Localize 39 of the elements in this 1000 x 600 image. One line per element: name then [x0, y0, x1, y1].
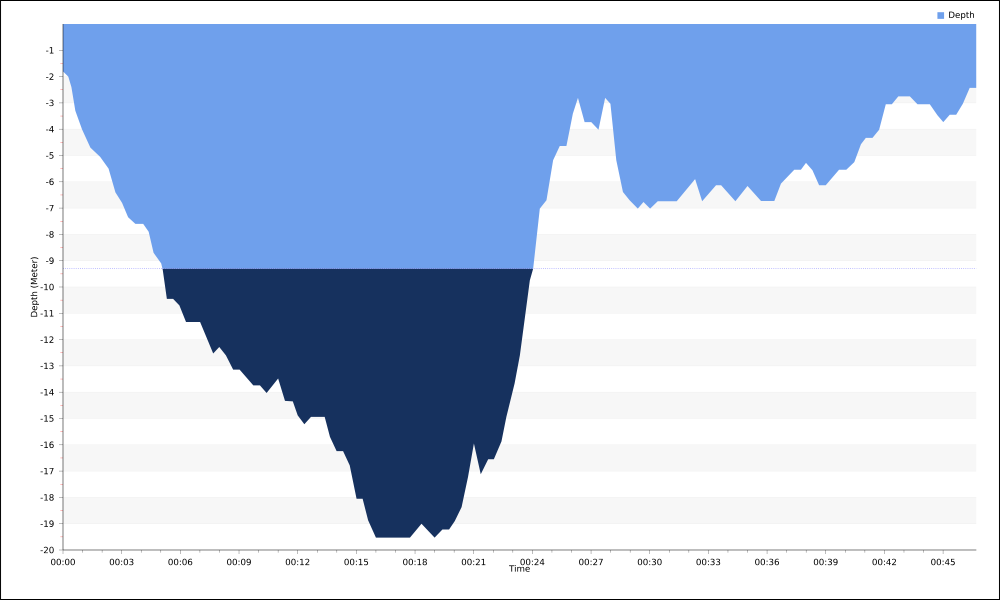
y-tick-label: -7 — [46, 204, 54, 212]
x-tick-label: 00:27 — [579, 558, 603, 566]
x-tick-label: 00:21 — [462, 558, 486, 566]
x-tick-label: 00:18 — [403, 558, 427, 566]
y-tick-label: -12 — [40, 336, 54, 343]
x-tick-label: 00:24 — [520, 558, 544, 566]
x-tick-label: 00:42 — [872, 558, 896, 566]
y-tick-label: -17 — [40, 468, 54, 474]
y-tick-label: -6 — [46, 178, 54, 186]
y-tick-label: -11 — [40, 310, 54, 316]
y-tick-label: -15 — [40, 415, 54, 422]
x-tick-label: 00:15 — [344, 558, 368, 566]
y-tick-label: -18 — [40, 494, 54, 501]
y-tick-label: -16 — [40, 442, 54, 448]
x-tick-label: 00:30 — [638, 558, 662, 566]
x-tick-label: 00:45 — [931, 558, 955, 566]
y-tick-label: -13 — [40, 362, 54, 370]
x-tick-label: 00:09 — [227, 558, 251, 566]
y-tick-label: -20 — [40, 546, 54, 554]
y-tick-label: -5 — [46, 152, 54, 159]
y-tick-label: -1 — [46, 47, 54, 54]
y-tick-label: -9 — [46, 257, 54, 264]
x-tick-label: 00:33 — [696, 558, 720, 566]
y-tick-label: -2 — [46, 73, 54, 80]
x-tick-label: 00:12 — [286, 558, 310, 566]
x-tick-label: 00:36 — [755, 558, 779, 566]
y-tick-label: -4 — [46, 126, 54, 132]
y-axis-title: Depth (Meter) — [30, 257, 39, 317]
legend-label: Depth — [949, 11, 974, 20]
y-tick-label: -3 — [46, 100, 54, 106]
y-tick-label: -19 — [40, 520, 54, 527]
x-tick-label: 00:06 — [168, 558, 192, 566]
x-tick-label: 00:39 — [814, 558, 838, 566]
x-tick-label: 00:03 — [110, 558, 134, 566]
x-tick-label: 00:00 — [51, 558, 75, 566]
x-axis-title: Time — [509, 565, 530, 572]
y-tick-label: -14 — [40, 389, 54, 396]
y-tick-label: -10 — [40, 284, 54, 290]
y-tick-label: -8 — [46, 231, 54, 238]
